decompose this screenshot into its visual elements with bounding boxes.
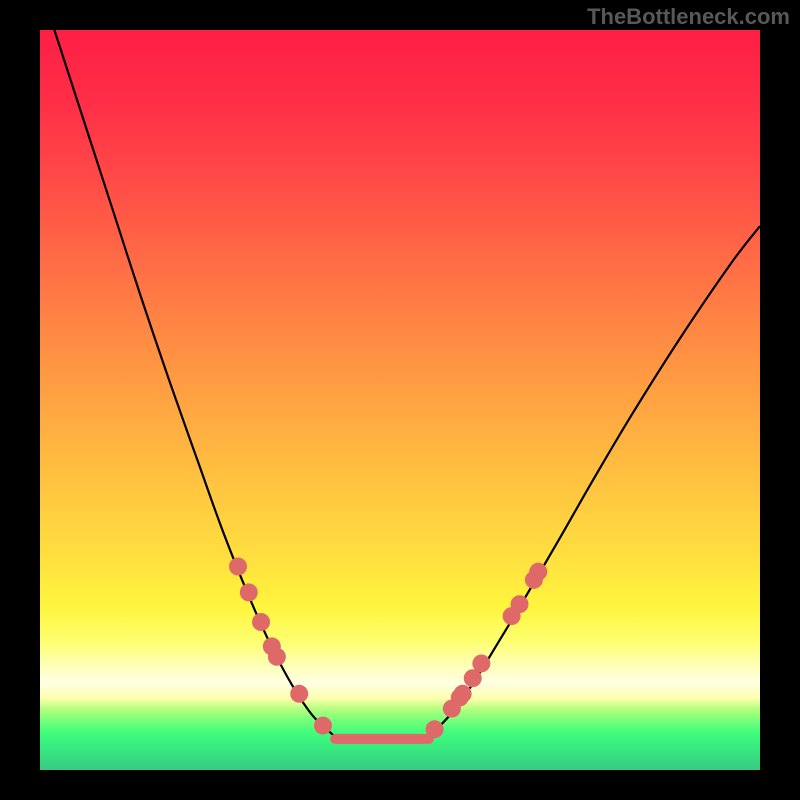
bottleneck-chart [0,0,800,800]
data-marker [426,720,444,738]
data-marker [472,654,490,672]
data-marker [268,648,286,666]
data-marker [314,717,332,735]
data-marker [240,583,258,601]
data-marker [529,563,547,581]
data-marker [252,613,270,631]
data-marker [454,685,472,703]
data-marker [229,558,247,576]
gradient-background [40,30,760,770]
data-marker [290,685,308,703]
stage: TheBottleneck.com [0,0,800,800]
data-marker [511,595,529,613]
